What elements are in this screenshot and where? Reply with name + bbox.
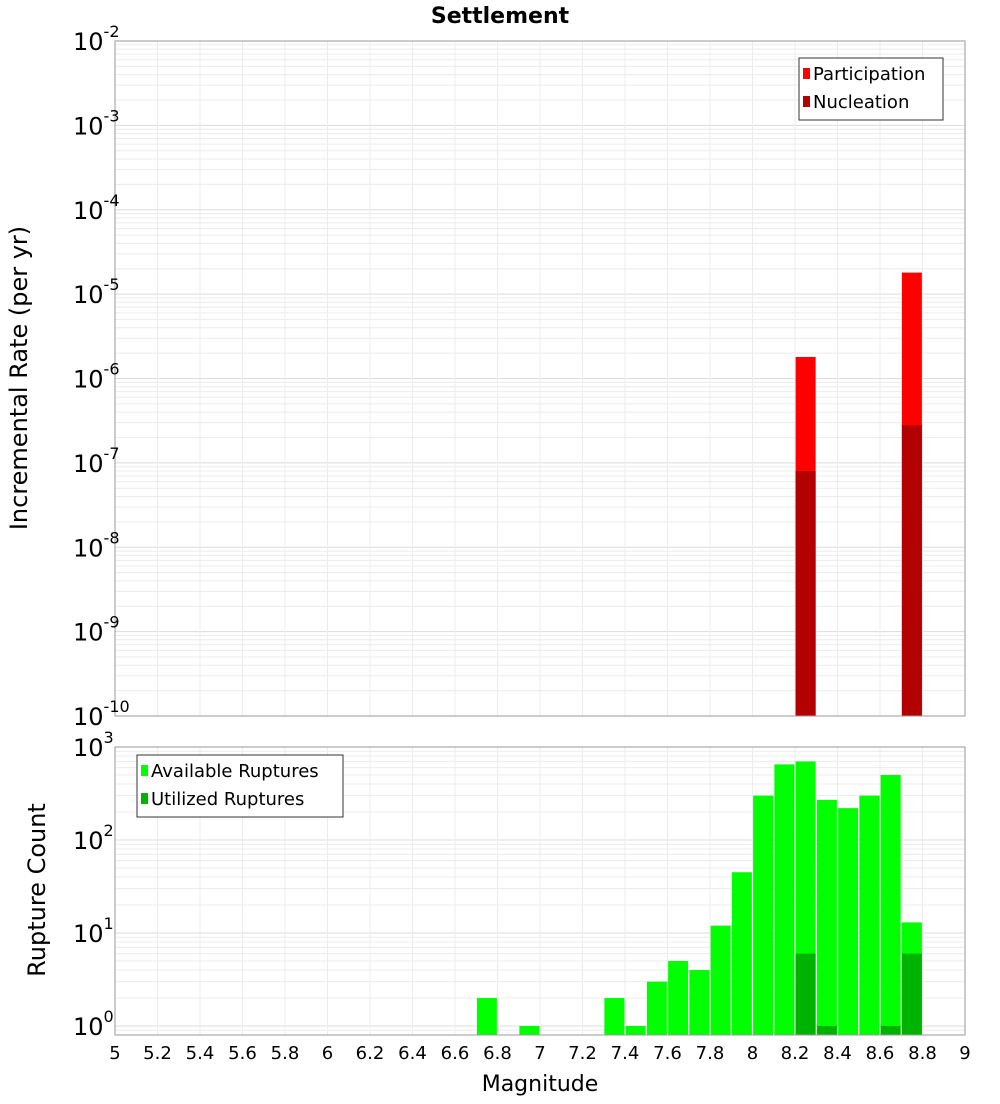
- top-y-tick-label: 10-7: [73, 444, 120, 478]
- x-tick-label: 6.2: [356, 1043, 385, 1064]
- bottom-bar-available-ruptures: [519, 1025, 540, 1035]
- bottom-y-tick-label: 101: [73, 914, 114, 948]
- top-y-tick-label: 10-4: [73, 191, 120, 225]
- x-tick-label: 7.4: [611, 1043, 640, 1064]
- bottom-bar-utilized-ruptures: [901, 953, 922, 1035]
- bottom-legend-label: Utilized Ruptures: [151, 789, 304, 810]
- bottom-legend-swatch: [141, 765, 148, 776]
- x-tick-label: 9: [959, 1043, 970, 1064]
- x-tick-label: 5.6: [228, 1043, 257, 1064]
- x-tick-label: 6.8: [483, 1043, 512, 1064]
- top-y-tick-label: 10-10: [73, 697, 130, 731]
- bottom-bar-available-ruptures: [476, 997, 497, 1035]
- x-tick-label: 8.4: [823, 1043, 852, 1064]
- top-y-tick-label: 10-3: [73, 106, 120, 140]
- top-y-axis-label: Incremental Rate (per yr): [5, 226, 33, 530]
- bottom-bar-available-ruptures: [753, 795, 774, 1035]
- x-tick-label: 8.2: [781, 1043, 810, 1064]
- x-tick-label: 5: [109, 1043, 120, 1064]
- top-y-tick-label: 10-8: [73, 528, 120, 562]
- top-y-tick-label: 10-6: [73, 360, 120, 394]
- bottom-bar-available-ruptures: [816, 799, 837, 1035]
- bottom-bar-utilized-ruptures: [795, 953, 816, 1035]
- bottom-bar-available-ruptures: [689, 969, 710, 1035]
- bottom-y-tick-label: 103: [73, 728, 114, 762]
- bottom-bar-available-ruptures: [859, 795, 880, 1035]
- x-tick-label: 8.8: [908, 1043, 937, 1064]
- bottom-bar-available-ruptures: [838, 808, 859, 1035]
- x-tick-label: 5.2: [143, 1043, 172, 1064]
- chart-title: Settlement: [431, 4, 570, 29]
- top-y-tick-label: 10-9: [73, 613, 120, 647]
- bottom-bar-available-ruptures: [646, 981, 667, 1035]
- x-tick-label: 6.4: [398, 1043, 427, 1064]
- top-legend-label: Nucleation: [813, 92, 909, 113]
- bottom-y-tick-label: 102: [73, 821, 114, 855]
- bottom-legend-swatch: [141, 793, 148, 804]
- bottom-legend-box: [136, 754, 344, 818]
- x-tick-label: 6: [322, 1043, 333, 1064]
- bottom-bar-available-ruptures: [604, 997, 625, 1035]
- top-y-tick-label: 10-2: [73, 22, 120, 56]
- bottom-plot-frame: [114, 746, 966, 1036]
- top-legend-swatch: [803, 68, 810, 79]
- bottom-y-axis-label: Rupture Count: [23, 803, 51, 977]
- bottom-bar-utilized-ruptures: [880, 1025, 901, 1035]
- top-legend-swatch: [803, 96, 810, 107]
- bottom-bar-available-ruptures: [668, 960, 689, 1035]
- x-tick-label: 7.2: [568, 1043, 597, 1064]
- x-tick-label: 7.8: [696, 1043, 725, 1064]
- bottom-bar-available-ruptures: [774, 764, 795, 1035]
- top-legend-box: [798, 57, 944, 121]
- top-legend-label: Participation: [813, 64, 925, 85]
- bottom-bar-available-ruptures: [710, 925, 731, 1035]
- top-plot-frame: [114, 40, 966, 717]
- top-bar-nucleation: [795, 471, 816, 716]
- x-tick-label: 5.4: [186, 1043, 215, 1064]
- x-tick-label: 5.8: [271, 1043, 300, 1064]
- x-tick-label: 8.6: [866, 1043, 895, 1064]
- x-tick-label: 7.6: [653, 1043, 682, 1064]
- x-tick-label: 6.6: [441, 1043, 470, 1064]
- top-y-tick-label: 10-5: [73, 275, 120, 309]
- bottom-bar-utilized-ruptures: [816, 1025, 837, 1035]
- bottom-bar-available-ruptures: [880, 774, 901, 1035]
- x-tick-label: 8: [747, 1043, 758, 1064]
- bottom-y-tick-label: 100: [73, 1007, 114, 1041]
- bottom-bar-available-ruptures: [731, 872, 752, 1035]
- top-bar-nucleation: [901, 425, 922, 716]
- x-axis-label: Magnitude: [482, 1072, 599, 1097]
- bottom-legend-label: Available Ruptures: [151, 761, 319, 782]
- x-tick-label: 7: [534, 1043, 545, 1064]
- bottom-bar-available-ruptures: [625, 1025, 646, 1035]
